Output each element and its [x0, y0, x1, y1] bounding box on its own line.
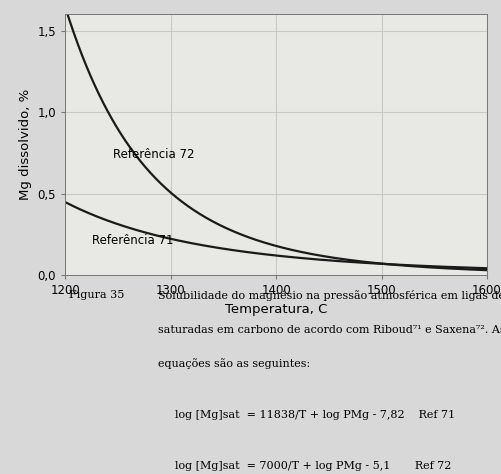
Text: Referência 71: Referência 71: [91, 234, 173, 247]
Text: saturadas em carbono de acordo com Riboud⁷¹ e Saxena⁷². As: saturadas em carbono de acordo com Ribou…: [158, 325, 501, 335]
Text: log [Mg]sat  = 7000/T + log PMg - 5,1       Ref 72: log [Mg]sat = 7000/T + log PMg - 5,1 Ref…: [174, 461, 450, 471]
X-axis label: Temperatura, C: Temperatura, C: [224, 303, 327, 316]
Y-axis label: Mg dissolvido, %: Mg dissolvido, %: [19, 89, 32, 201]
Text: Figura 35: Figura 35: [69, 291, 125, 301]
Text: equações são as seguintes:: equações são as seguintes:: [158, 358, 310, 369]
Text: log [Mg]sat  = 11838/T + log PMg - 7,82    Ref 71: log [Mg]sat = 11838/T + log PMg - 7,82 R…: [174, 410, 454, 419]
Text: Referência 72: Referência 72: [112, 148, 194, 161]
Text: Solubilidade do magnésio na pressão atmosférica em ligas de ferro: Solubilidade do magnésio na pressão atmo…: [158, 291, 501, 301]
